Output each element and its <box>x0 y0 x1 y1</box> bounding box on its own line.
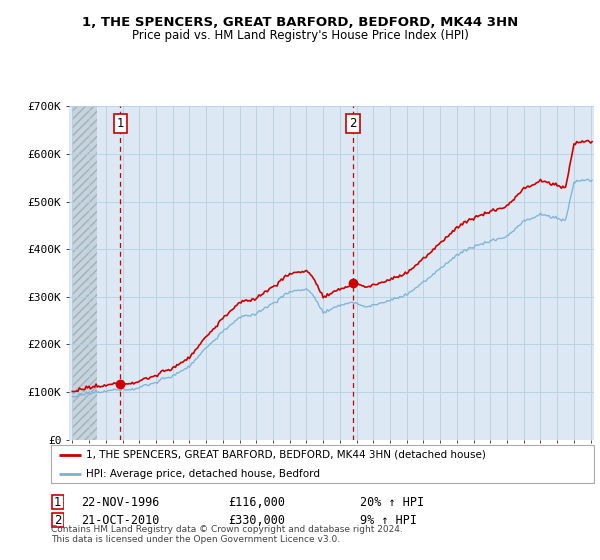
Text: 1, THE SPENCERS, GREAT BARFORD, BEDFORD, MK44 3HN: 1, THE SPENCERS, GREAT BARFORD, BEDFORD,… <box>82 16 518 29</box>
Text: 2: 2 <box>54 514 61 527</box>
Text: £330,000: £330,000 <box>228 514 285 527</box>
Bar <box>73 106 97 440</box>
Text: 21-OCT-2010: 21-OCT-2010 <box>81 514 160 527</box>
Text: 22-NOV-1996: 22-NOV-1996 <box>81 496 160 509</box>
Text: £116,000: £116,000 <box>228 496 285 509</box>
Text: 1: 1 <box>117 116 124 129</box>
Text: 9% ↑ HPI: 9% ↑ HPI <box>360 514 417 527</box>
Text: 2: 2 <box>349 116 357 129</box>
Text: HPI: Average price, detached house, Bedford: HPI: Average price, detached house, Bedf… <box>86 469 320 479</box>
Text: Price paid vs. HM Land Registry's House Price Index (HPI): Price paid vs. HM Land Registry's House … <box>131 29 469 42</box>
Text: 1, THE SPENCERS, GREAT BARFORD, BEDFORD, MK44 3HN (detached house): 1, THE SPENCERS, GREAT BARFORD, BEDFORD,… <box>86 450 486 460</box>
Text: 1: 1 <box>54 496 61 509</box>
Text: 20% ↑ HPI: 20% ↑ HPI <box>360 496 424 509</box>
Text: Contains HM Land Registry data © Crown copyright and database right 2024.
This d: Contains HM Land Registry data © Crown c… <box>51 525 403 544</box>
